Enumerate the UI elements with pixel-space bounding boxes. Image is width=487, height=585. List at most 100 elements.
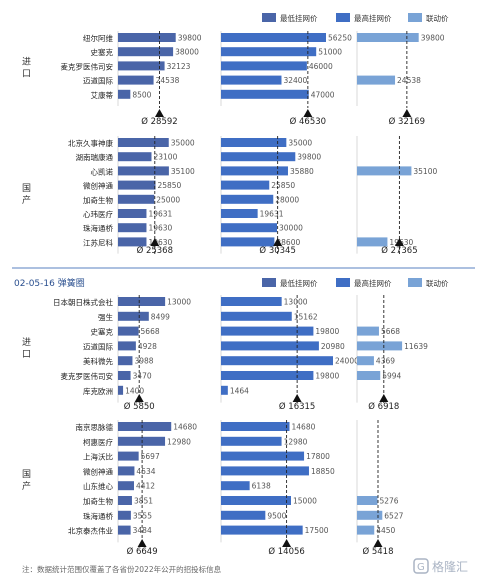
- bar-link-0-1-2: [357, 166, 412, 176]
- category-label-1-0-3: 迈道国际: [83, 341, 113, 351]
- category-label-1-0-0: 日本朝日株式会社: [53, 297, 113, 307]
- bar-value-max-0-0-3: 32400: [283, 76, 307, 85]
- bar-value-link-1-0-4: 4369: [376, 357, 395, 366]
- category-label-0-1-5: 心玮医疗: [83, 209, 113, 219]
- bar-min-1-1-0: [118, 422, 172, 431]
- legend-swatch-max: [336, 13, 350, 22]
- brand-logo: G 格隆汇: [413, 558, 468, 574]
- bar-min-0-1-7: [118, 237, 147, 247]
- avg-marker-1-0-2: [379, 394, 389, 402]
- bar-min-1-0-6: [118, 385, 124, 395]
- category-label-0-0-4: 艾康蒂: [91, 90, 114, 100]
- bar-value-max-1-1-7: 17500: [305, 526, 329, 535]
- bar-value-max-0-0-1: 51000: [318, 48, 342, 57]
- bar-max-0-0-0: [221, 33, 326, 42]
- avg-label-0-1-0: Ø 25368: [137, 245, 173, 256]
- bar-min-0-1-1: [118, 152, 152, 162]
- bar-max-0-1-6: [221, 223, 277, 233]
- avg-label-0-0-2: Ø 32169: [389, 116, 425, 127]
- category-label-1-1-2: 上海沃比: [83, 452, 113, 462]
- bar-value-min-0-0-4: 8500: [132, 90, 151, 99]
- avg-label-1-1-2: Ø 5418: [362, 546, 393, 557]
- avg-label-1-0-0: Ø 5850: [124, 401, 155, 412]
- bar-value-max-1-0-3: 20980: [321, 342, 345, 351]
- avg-label-1-0-2: Ø 6918: [368, 401, 399, 412]
- bar-link-0-0-0: [357, 33, 419, 42]
- bar-min-1-1-6: [118, 510, 131, 520]
- bar-max-0-1-5: [221, 209, 258, 218]
- bar-max-0-1-2: [221, 166, 288, 176]
- bar-value-max-1-0-4: 24000: [335, 357, 359, 366]
- bar-value-max-0-1-2: 35880: [290, 167, 314, 176]
- bar-value-max-1-1-1: 12980: [284, 437, 308, 446]
- bar-value-max-0-1-0: 35000: [288, 139, 312, 148]
- avg-marker-1-1-2: [373, 539, 383, 547]
- legend-swatch-max-2: [336, 278, 350, 287]
- bar-value-max-0-1-7: 28600: [276, 238, 300, 247]
- bar-min-0-0-1: [118, 47, 174, 57]
- bar-min-1-0-5: [118, 371, 131, 380]
- bar-min-0-0-4: [118, 89, 131, 99]
- category-label-0-1-7: 江苏尼科: [83, 237, 113, 247]
- bar-value-link-1-1-5: 5276: [379, 497, 398, 506]
- bar-value-min-1-1-3: 4534: [136, 467, 155, 476]
- bar-min-1-0-1: [118, 311, 149, 321]
- category-label-0-1-6: 珠海通桥: [83, 223, 113, 233]
- bar-value-max-0-1-1: 39800: [297, 153, 321, 162]
- legend-swatch-link: [408, 13, 422, 22]
- bar-max-1-1-0: [221, 422, 290, 431]
- category-label-1-1-4: 山东维心: [83, 481, 113, 491]
- bar-min-1-0-2: [118, 326, 139, 336]
- bar-min-0-1-4: [118, 194, 155, 204]
- bar-min-1-0-3: [118, 341, 136, 351]
- bar-max-0-1-0: [221, 138, 287, 147]
- bar-value-min-1-0-2: 5668: [141, 327, 160, 336]
- bar-min-0-1-0: [118, 138, 169, 147]
- bar-value-min-1-0-3: 4928: [138, 342, 157, 351]
- bar-min-0-0-2: [118, 61, 165, 71]
- charts-layer: 进口纽尔阿维史塞克麦克罗医伟司安迈道国际艾康蒂39800380003212324…: [22, 31, 445, 557]
- bar-value-max-0-0-4: 47000: [311, 90, 335, 99]
- group-label-0-1-0: 国: [22, 183, 31, 194]
- bar-value-max-0-0-0: 56250: [328, 34, 352, 43]
- bar-max-1-0-0: [221, 297, 282, 306]
- legend-swatch-link-2: [408, 278, 422, 287]
- bar-value-min-0-1-4: 25000: [156, 195, 180, 204]
- avg-marker-1-1-0: [137, 539, 147, 547]
- bar-max-1-0-1: [221, 311, 292, 321]
- legend-label-link-2: 联动价: [426, 278, 449, 288]
- legend-bottom: 最低挂网价 最高挂网价 联动价: [262, 278, 449, 288]
- bar-max-1-0-5: [221, 371, 314, 380]
- bar-max-1-1-5: [221, 496, 291, 505]
- bar-min-1-0-4: [118, 356, 133, 366]
- bar-max-0-1-7: [221, 237, 275, 247]
- bar-max-1-1-1: [221, 436, 282, 446]
- category-label-1-0-4: 美科微先: [83, 356, 113, 366]
- bar-value-max-1-0-5: 19800: [315, 372, 339, 381]
- bar-max-1-1-6: [221, 510, 266, 520]
- bar-min-1-1-3: [118, 466, 135, 476]
- bar-max-0-0-1: [221, 47, 317, 57]
- bar-value-min-0-1-6: 19630: [148, 224, 172, 233]
- legend-label-min: 最低挂网价: [280, 13, 318, 23]
- category-label-1-1-6: 珠海通桥: [83, 511, 113, 521]
- legend-label-min-2: 最低挂网价: [280, 278, 318, 288]
- bar-value-min-1-0-4: 3988: [134, 357, 153, 366]
- bar-value-max-1-0-6: 1464: [230, 386, 249, 395]
- bar-value-link-1-1-7: 4450: [376, 526, 395, 535]
- avg-marker-0-0-1: [303, 109, 313, 117]
- bar-min-1-1-1: [118, 436, 166, 446]
- bar-min-1-1-4: [118, 481, 134, 491]
- avg-marker-0-0-2: [402, 109, 412, 117]
- bar-max-1-1-2: [221, 451, 305, 461]
- bar-value-max-1-0-2: 19800: [315, 327, 339, 336]
- footnote: 注：数据统计范围仅覆盖了各省份2022年公开的招投标信息: [22, 564, 222, 574]
- bar-max-0-1-3: [221, 180, 270, 190]
- bar-value-max-1-0-1: 15162: [294, 312, 318, 321]
- bar-value-max-1-1-0: 14680: [292, 423, 316, 432]
- legend-label-max: 最高挂网价: [354, 13, 392, 23]
- bar-value-min-0-0-3: 24538: [156, 76, 180, 85]
- bar-value-min-0-0-1: 38000: [175, 48, 199, 57]
- bar-value-min-0-1-2: 35100: [171, 167, 195, 176]
